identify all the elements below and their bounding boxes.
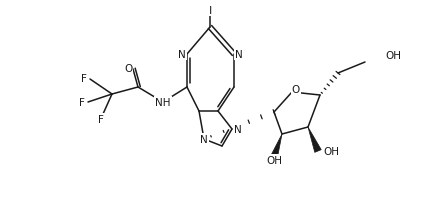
- Text: I: I: [208, 6, 211, 16]
- Text: NH: NH: [155, 98, 171, 107]
- Text: O: O: [124, 64, 132, 74]
- Text: F: F: [98, 114, 104, 124]
- Polygon shape: [308, 127, 321, 153]
- Text: N: N: [235, 50, 243, 60]
- Text: F: F: [81, 74, 87, 84]
- Text: O: O: [292, 85, 300, 95]
- Text: OH: OH: [266, 155, 282, 165]
- Polygon shape: [271, 134, 282, 158]
- Text: N: N: [178, 50, 186, 60]
- Text: F: F: [79, 98, 85, 107]
- Text: OH: OH: [385, 51, 401, 61]
- Text: OH: OH: [323, 146, 339, 156]
- Text: N: N: [200, 134, 208, 144]
- Text: N: N: [234, 124, 242, 134]
